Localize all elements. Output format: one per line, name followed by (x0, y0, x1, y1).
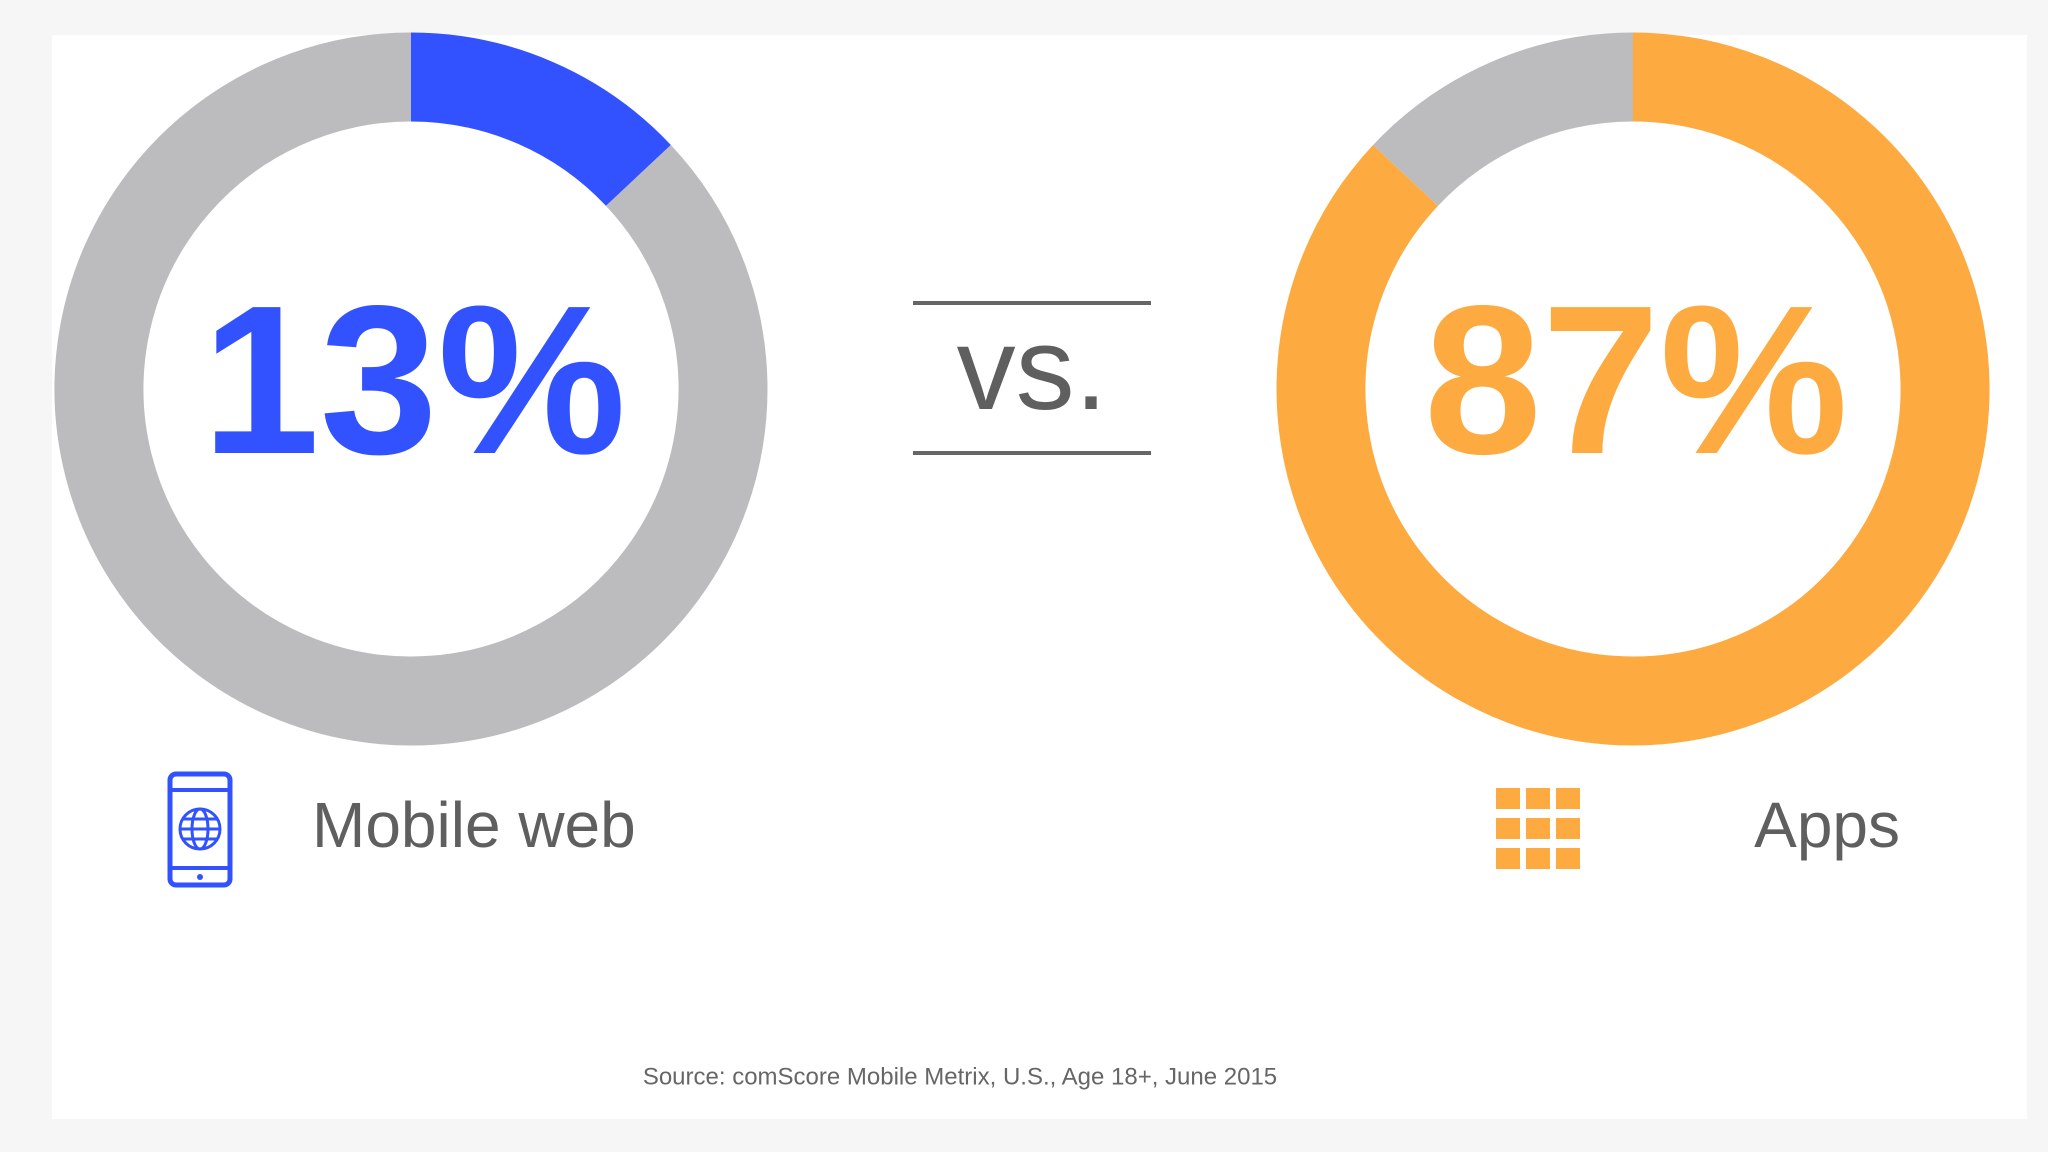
category-label: Mobile web (312, 789, 636, 861)
source: Source: comScore Mobile Metrix, U.S., Ag… (643, 1063, 1277, 1090)
donut-segment (1276, 32, 1990, 746)
category-label: Apps (1754, 789, 1900, 861)
value-label: 13% (202, 261, 626, 498)
donut-segment (1373, 32, 1634, 207)
donut-segment (410, 32, 671, 207)
donut-segment (54, 32, 768, 746)
phone-icon (167, 771, 233, 888)
value-label: 87% (1424, 261, 1848, 498)
separator-text: vs. (957, 303, 1108, 435)
apps-icon (1496, 788, 1580, 869)
panel (52, 35, 2027, 1119)
